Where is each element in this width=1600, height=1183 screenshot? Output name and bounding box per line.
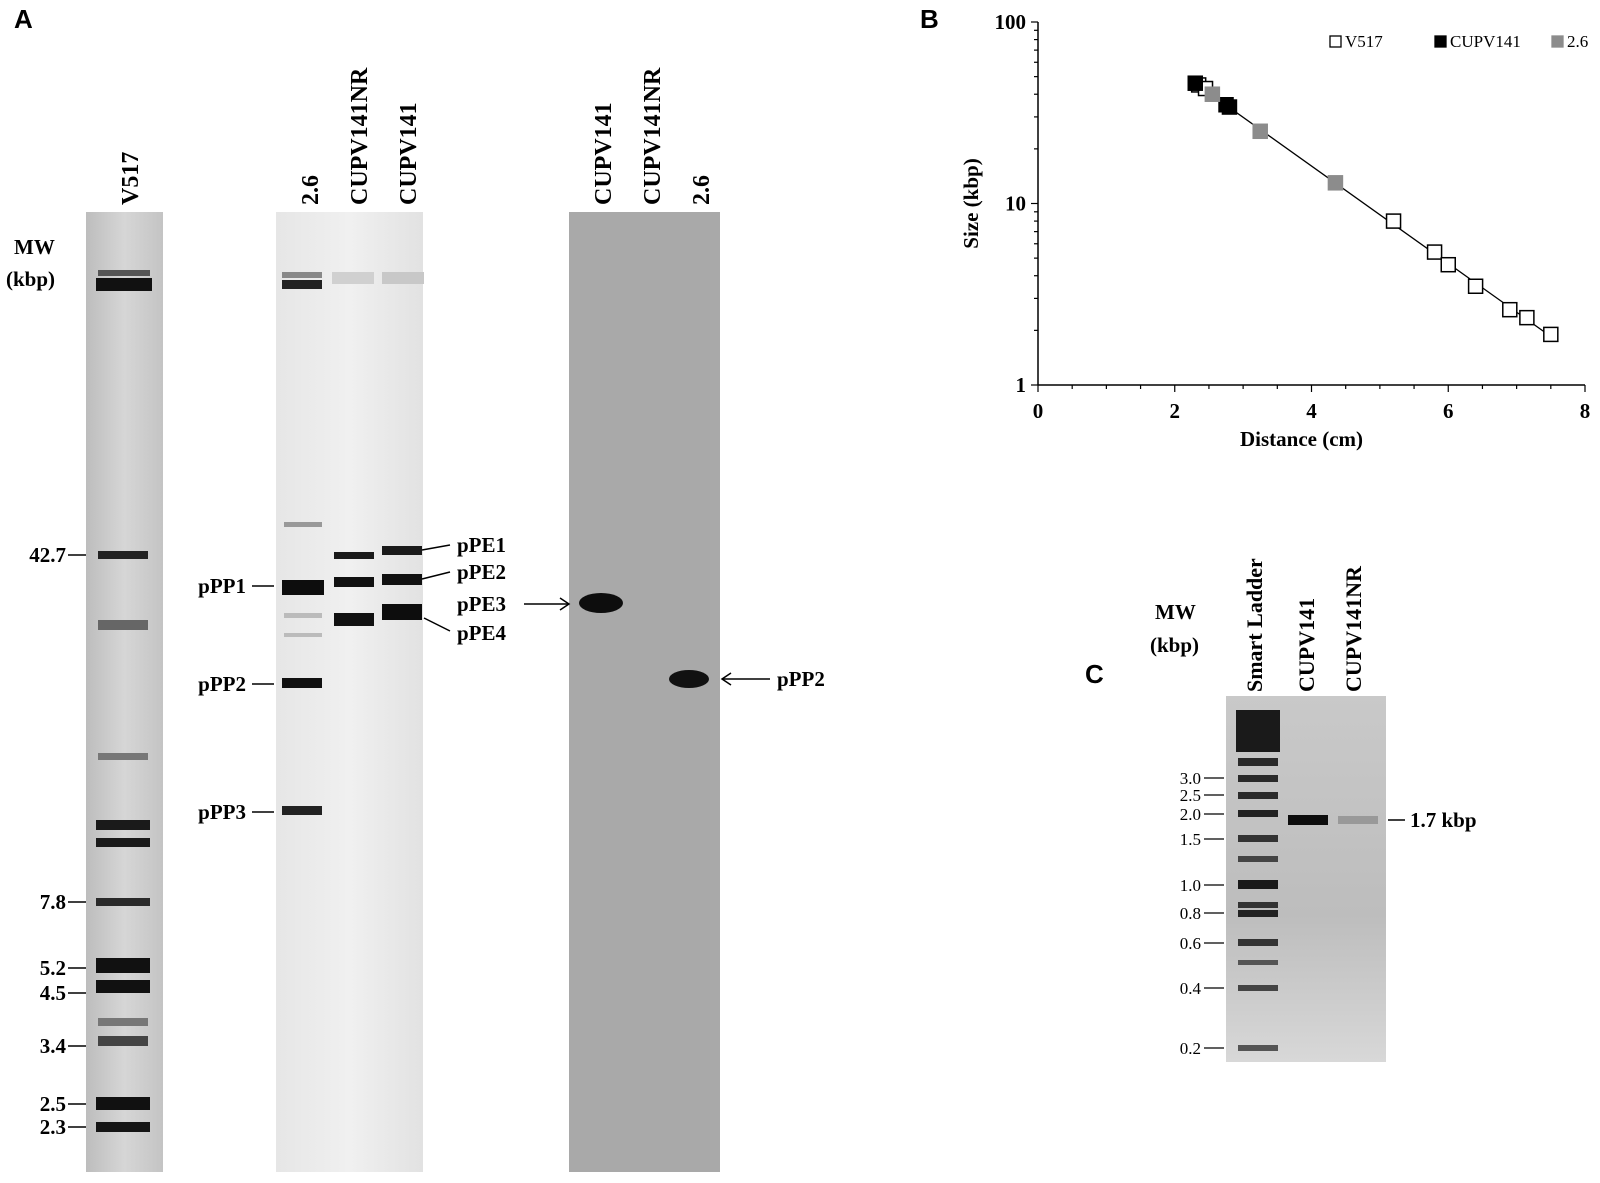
gel-2-right-label: pPE3: [457, 592, 506, 616]
gel-1-mw-marker-label: 3.4: [40, 1034, 67, 1058]
chart-point-v517: [1519, 309, 1535, 326]
gel-1-markers: 42.7 7.8 5.24.5 3.4 2.52.3: [29, 543, 86, 1139]
panel-c-mw-label: MW: [1155, 600, 1196, 624]
gel-c: Smart Ladder CUPV141 CUPV141NR 3.02.52.0…: [1180, 558, 1477, 1062]
legend-marker: [1434, 35, 1447, 48]
gel-c-mw-marker-label: 0.6: [1180, 934, 1201, 953]
gel-1: V517 42.7 7.8 5.24.5 3.4 2.52.3: [29, 152, 163, 1172]
chart-fit-line: [1194, 82, 1552, 338]
gel-1-mw-marker-label: 7.8: [40, 890, 66, 914]
gel-1-mw-marker-label: 4.5: [40, 981, 66, 1005]
chart-x-tick-label: 8: [1580, 399, 1591, 423]
chart-x-tick-label: 2: [1170, 399, 1181, 423]
gel-c-annotation: 1.7 kbp: [1410, 808, 1477, 832]
gel-2-right-label-line: [423, 617, 451, 632]
panel-c-kbp-label: (kbp): [1150, 633, 1199, 657]
legend-marker: [1329, 35, 1342, 48]
gel-c-band-cupv141: [1288, 815, 1328, 825]
gel-2-right-label: pPE2: [457, 560, 506, 584]
gel-2-background: [276, 212, 423, 1172]
gel-3-background: [569, 212, 720, 1172]
gel-2-left-label: pPP3: [198, 800, 246, 824]
panel-b-chart: 0 2 4 6 8 1 10 100 Distance (cm) Size (kbp) V517 CU…: [959, 10, 1590, 451]
lane-label-smart-ladder: Smart Ladder: [1242, 558, 1267, 692]
chart-x-axis-label: Distance (cm): [1240, 427, 1363, 451]
legend-label: CUPV141: [1450, 32, 1521, 51]
gel-2-left-labels: pPP1 pPP2 pPP3: [198, 574, 274, 824]
chart-point-2-6: [1327, 175, 1344, 191]
gel-2-right-labels: pPE1 pPE2 pPE3 pPE4: [421, 533, 507, 645]
lane-label-cupv141: CUPV141: [396, 102, 422, 205]
gel-2-left-label: pPP1: [198, 574, 246, 598]
panel-a-mw-label: MW: [14, 235, 55, 259]
panel-a-kbp-label: (kbp): [6, 267, 55, 291]
panel-c-letter: C: [1085, 659, 1104, 689]
gel-c-mw-marker-label: 1.5: [1180, 830, 1201, 849]
gel-1-mw-marker-label: 2.5: [40, 1092, 66, 1116]
blot-lane-label-cupv141nr: CUPV141NR: [640, 67, 666, 205]
gel-1-background: [86, 212, 163, 1172]
gel-2-bands: [282, 272, 424, 815]
chart-point-v517: [1440, 256, 1456, 273]
gel-c-mw-marker-label: 2.5: [1180, 786, 1201, 805]
gel-c-mw-marker-label: 1.0: [1180, 876, 1201, 895]
blot-lane-label-cupv141: CUPV141: [591, 102, 617, 205]
gel-2-right-label-line: [421, 571, 451, 580]
legend-label: 2.6: [1567, 32, 1588, 51]
chart-x-tick-label: 0: [1033, 399, 1044, 423]
legend-marker: [1551, 35, 1564, 48]
lane-label-c-cupv141: CUPV141: [1294, 598, 1319, 692]
chart-point-v517: [1385, 213, 1402, 229]
lane-label-cupv141nr: CUPV141NR: [347, 67, 373, 205]
gel-c-mw-marker-label: 2.0: [1180, 805, 1201, 824]
gel-c-ladder: [1236, 710, 1280, 1051]
chart-point-2-6: [1252, 123, 1268, 140]
gel-c-band-cupv141nr: [1338, 816, 1378, 824]
chart-x-tick-label: 4: [1306, 399, 1317, 423]
chart-y-tick-label: 10: [1005, 192, 1026, 216]
chart-point-v517: [1543, 326, 1559, 343]
panel-b-letter: B: [920, 4, 939, 34]
gel-1-bands: [96, 270, 152, 1132]
gel-1-mw-marker-label: 42.7: [29, 543, 66, 567]
gel-2-right-label-line: [421, 544, 451, 551]
chart-point-cupv141: [1187, 75, 1204, 91]
chart-point-v517: [1467, 278, 1484, 295]
gel-c-mw-marker-label: 0.2: [1180, 1039, 1201, 1058]
blot-pPP2-label: pPP2: [777, 667, 825, 691]
gel-2-left-label: pPP2: [198, 672, 246, 696]
gel-1-mw-marker-label: 5.2: [40, 956, 66, 980]
chart-y-tick-label: 100: [995, 10, 1027, 34]
gel-1-mw-marker-label: 2.3: [40, 1115, 66, 1139]
gel-2-right-label: pPE4: [457, 621, 507, 645]
chart-point-v517: [1502, 301, 1518, 318]
gel-c-mw-marker-label: 0.4: [1180, 979, 1202, 998]
chart-x-tick-label: 6: [1443, 399, 1454, 423]
arrow-pPE3-head: [559, 597, 571, 611]
lane-label-2-6: 2.6: [298, 175, 324, 205]
lane-label-v517: V517: [118, 152, 144, 205]
gel-c-mw-marker-label: 0.8: [1180, 904, 1201, 923]
blot-band-cupv141: [579, 593, 623, 613]
blot-lane-label-2-6: 2.6: [689, 175, 715, 205]
gel-c-markers: 3.02.52.0 1.5 1.0 0.8 0.6 0.4 0.2: [1180, 769, 1224, 1058]
arrow-pPP2-head: [720, 672, 732, 686]
gel-2-right-label: pPE1: [457, 533, 506, 557]
chart-point-cupv141: [1221, 99, 1238, 115]
lane-label-c-cupv141nr: CUPV141NR: [1341, 565, 1366, 692]
gel-c-mw-marker-label: 3.0: [1180, 769, 1201, 788]
chart-y-axis-label: Size (kbp): [959, 158, 983, 248]
gel-c-background: [1226, 696, 1386, 1062]
chart-point-2-6: [1204, 86, 1221, 102]
panel-a-letter: A: [14, 4, 33, 34]
legend-label: V517: [1345, 32, 1383, 51]
blot-band-2-6: [669, 670, 709, 688]
gel-3-blot: CUPV141 CUPV141NR 2.6 pPP2: [524, 67, 825, 1172]
chart-point-v517: [1426, 244, 1443, 260]
chart-y-tick-label: 1: [1016, 373, 1027, 397]
